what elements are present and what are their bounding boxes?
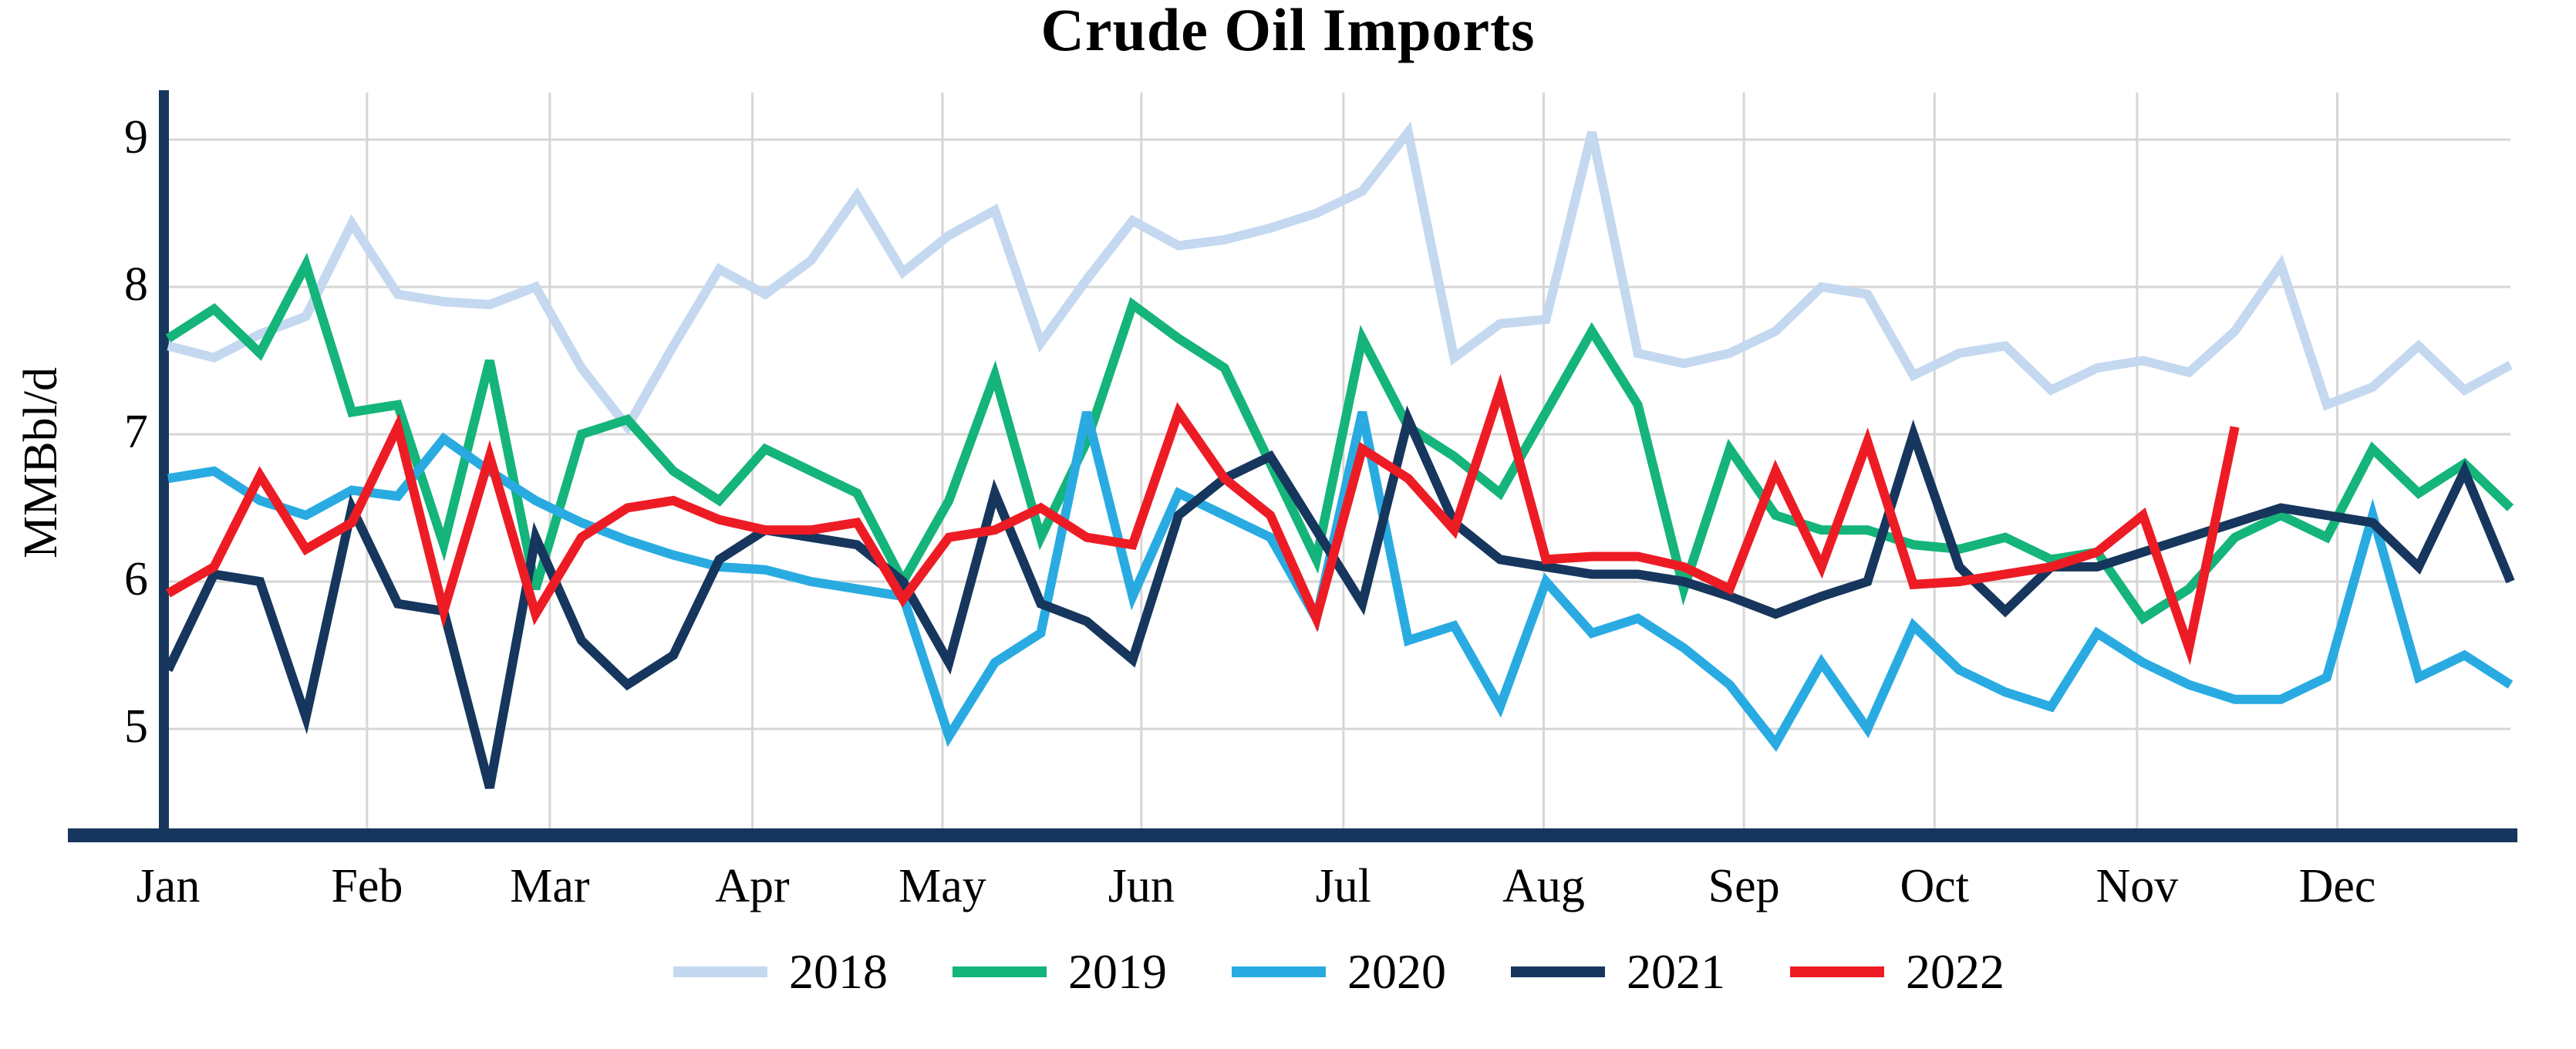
y-axis-spine (159, 90, 169, 842)
y-tick-label-9: 9 (124, 111, 148, 164)
legend-item-2020: 2020 (1232, 947, 1446, 997)
y-tick-label-8: 8 (124, 258, 148, 311)
x-month-label-may: May (899, 860, 986, 912)
x-month-label-mar: Mar (510, 860, 590, 912)
x-month-label-apr: Apr (715, 860, 790, 912)
series-line-2018 (167, 121, 2513, 436)
x-month-label-jul: Jul (1315, 860, 1372, 912)
chart-title: Crude Oil Imports (1040, 0, 1536, 63)
x-month-label-jun: Jun (1108, 860, 1175, 912)
y-tick-label-7: 7 (124, 406, 148, 458)
x-month-label-oct: Oct (1900, 860, 1970, 912)
legend-label-2020: 2020 (1347, 944, 1446, 999)
legend-item-2022: 2022 (1790, 947, 2004, 997)
legend-label-2022: 2022 (1906, 944, 2004, 999)
x-month-label-aug: Aug (1502, 860, 1585, 912)
legend-label-2019: 2019 (1068, 944, 1167, 999)
legend: 2018 2019 2020 2021 2022 (51, 947, 2576, 997)
legend-label-2018: 2018 (789, 944, 888, 999)
y-tick-label-5: 5 (124, 700, 148, 753)
legend-item-2019: 2019 (953, 947, 1167, 997)
x-axis-spine (68, 828, 2517, 842)
legend-item-2018: 2018 (673, 947, 888, 997)
legend-swatch-2018 (673, 966, 767, 977)
x-month-label-feb: Feb (331, 860, 403, 912)
x-month-label-nov: Nov (2096, 860, 2179, 912)
legend-label-2021: 2021 (1627, 944, 1725, 999)
x-month-label-sep: Sep (1708, 860, 1780, 912)
legend-swatch-2021 (1511, 966, 1605, 977)
x-month-label-dec: Dec (2298, 860, 2376, 912)
legend-item-2021: 2021 (1511, 947, 1725, 997)
legend-swatch-2022 (1790, 966, 1884, 977)
y-tick-label-6: 6 (124, 553, 148, 605)
series-line-2022 (166, 373, 2240, 666)
series-line-2021 (164, 405, 2515, 789)
series-line-2020 (167, 410, 2514, 752)
legend-swatch-2019 (953, 966, 1047, 977)
legend-swatch-2020 (1232, 966, 1326, 977)
x-month-label-jan: Jan (136, 860, 201, 912)
